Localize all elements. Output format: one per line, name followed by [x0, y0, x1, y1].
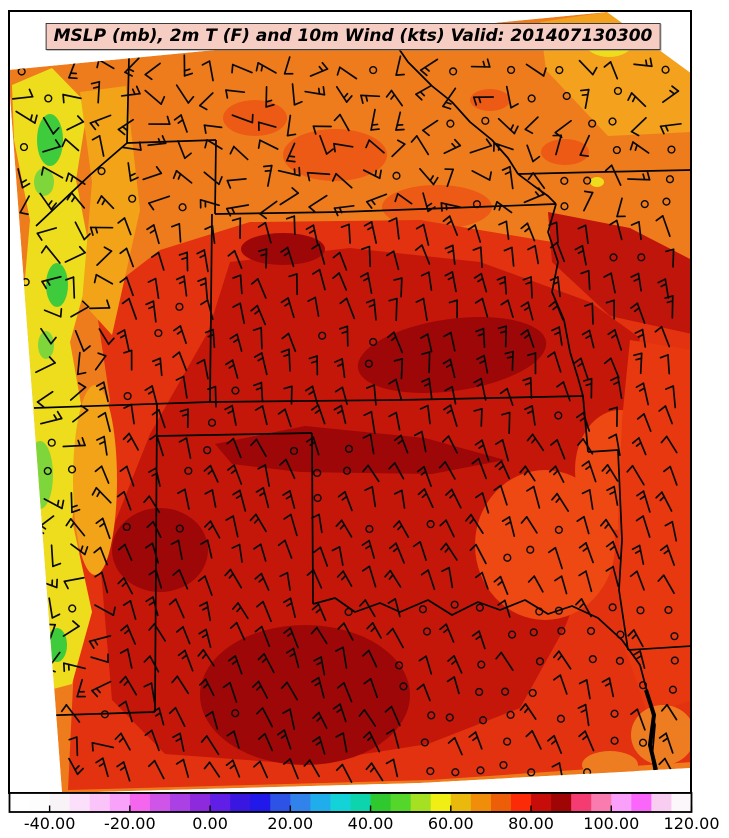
- colorbar-segment: [310, 793, 331, 812]
- colorbar: [8, 792, 693, 813]
- colorbar-segment: [611, 793, 632, 812]
- colorbar-segment: [169, 793, 191, 812]
- colorbar-tick-label: 120.00: [663, 814, 720, 833]
- colorbar-segment: [410, 793, 432, 812]
- plot-title: MSLP (mb), 2m T (F) and 10m Wind (kts) V…: [45, 23, 661, 50]
- colorbar-segment: [370, 793, 392, 812]
- colorbar-segment: [69, 793, 91, 812]
- wind-barbs: [12, 54, 682, 783]
- colorbar-tick-label: 80.00: [508, 814, 554, 833]
- colorbar-segment: [190, 793, 211, 812]
- colorbar-segment: [29, 793, 51, 812]
- colorbar-segment: [9, 793, 31, 812]
- colorbar-segment: [250, 793, 271, 812]
- colorbar-segment: [290, 793, 311, 812]
- colorbar-tick-label: 40.00: [347, 814, 394, 833]
- colorbar-segment: [330, 793, 351, 812]
- colorbar-segment: [129, 793, 151, 812]
- colorbar-segment: [470, 793, 492, 812]
- colorbar-segment: [651, 793, 672, 812]
- colorbar-segment: [270, 793, 291, 812]
- colorbar-segment: [591, 793, 612, 812]
- colorbar-segment: [210, 793, 231, 812]
- colorbar-segment: [531, 793, 552, 812]
- colorbar-segment: [149, 793, 171, 812]
- colorbar-tick-label: 100.00: [583, 814, 640, 833]
- colorbar-segment: [631, 793, 652, 812]
- colorbar-tick-label: -20.00: [104, 814, 156, 833]
- colorbar-segment: [350, 793, 372, 812]
- colorbar-segment: [490, 793, 512, 812]
- colorbar-tick-label: -40.00: [23, 814, 76, 833]
- model-data-domain: [9, 12, 691, 793]
- colorbar-tick-label: 60.00: [427, 814, 474, 833]
- colorbar-segment: [671, 793, 692, 812]
- colorbar-segment: [390, 793, 412, 812]
- colorbar-segment: [450, 793, 472, 812]
- colorbar-segment: [571, 793, 592, 812]
- colorbar-tick-label: 20.00: [267, 814, 314, 833]
- temperature-shading: [9, 12, 691, 793]
- lake-texoma: [644, 689, 658, 771]
- colorbar-segment: [89, 793, 111, 812]
- colorbar-segment: [109, 793, 131, 812]
- colorbar-tick-label: 0.00: [192, 814, 228, 833]
- colorbar-segment: [430, 793, 452, 812]
- colorbar-border: [8, 792, 693, 813]
- colorbar-segment: [49, 793, 71, 812]
- colorbar-segment: [230, 793, 251, 812]
- colorbar-segment: [510, 793, 532, 812]
- colorbar-segment: [551, 793, 572, 812]
